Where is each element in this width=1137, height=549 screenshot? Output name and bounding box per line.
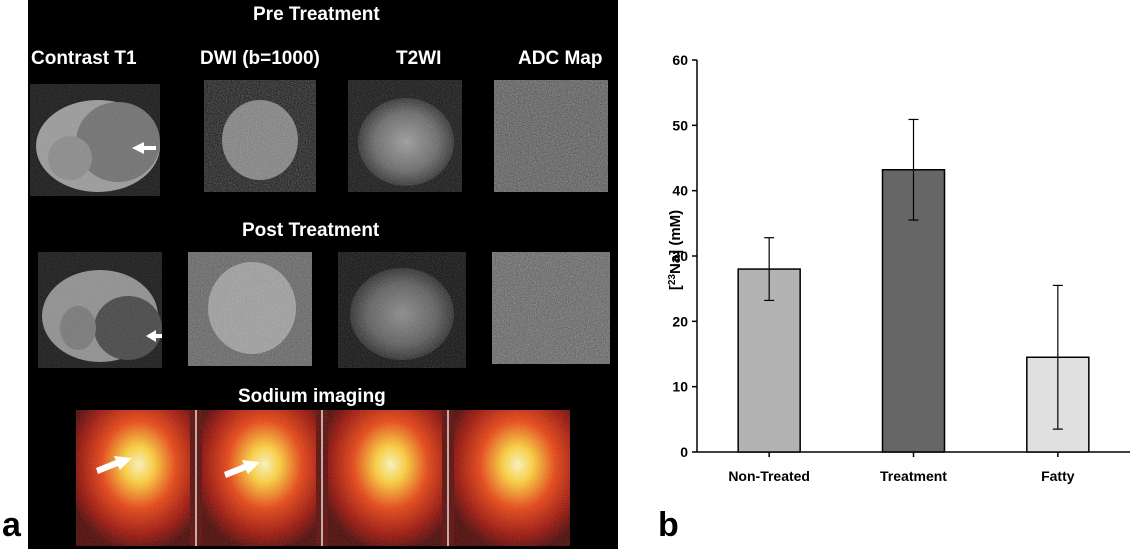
pre-contrast-t1-image bbox=[30, 84, 160, 196]
x-tick-label: Fatty bbox=[1041, 468, 1075, 484]
post-dwi-image bbox=[188, 252, 312, 366]
arrow-icon bbox=[224, 460, 260, 478]
y-tick-label: 50 bbox=[672, 117, 688, 133]
post-treatment-title: Post Treatment bbox=[242, 220, 380, 241]
arrow-icon bbox=[146, 330, 162, 342]
y-axis-label: [23Na] (mM) bbox=[667, 210, 685, 290]
arrow-icon bbox=[132, 142, 156, 154]
column-label-adc-map: ADC Map bbox=[518, 48, 603, 69]
sodium-imaging-title: Sodium imaging bbox=[238, 386, 386, 407]
chart-bars bbox=[737, 169, 1090, 453]
panel-a-mri-figure: Pre Treatment Contrast T1 DWI (b=1000) T… bbox=[28, 0, 618, 549]
panel-letter-a: a bbox=[2, 506, 21, 544]
pre-t2wi-image bbox=[348, 80, 462, 192]
y-tick-label: 0 bbox=[680, 444, 688, 460]
x-tick-label: Treatment bbox=[880, 468, 947, 484]
pre-dwi-image bbox=[204, 80, 316, 192]
pre-adc-map-image bbox=[494, 80, 608, 192]
arrow-icon bbox=[96, 456, 132, 474]
post-adc-map-image bbox=[492, 252, 610, 364]
chart-ticks: 0 10 20 30 40 50 60 Non-Treated Treatment Fatty bbox=[672, 52, 1074, 484]
panel-letter-b: b bbox=[658, 506, 679, 544]
y-tick-label: 40 bbox=[672, 183, 688, 199]
y-tick-label: 20 bbox=[672, 313, 688, 329]
post-t2wi-image bbox=[338, 252, 466, 368]
y-tick-label: 30 bbox=[672, 248, 688, 264]
column-label-dwi: DWI (b=1000) bbox=[200, 48, 320, 69]
pre-treatment-title: Pre Treatment bbox=[253, 4, 380, 25]
sodium-imaging-strip bbox=[76, 410, 570, 546]
column-label-t2wi: T2WI bbox=[396, 48, 442, 69]
post-contrast-t1-image bbox=[38, 252, 162, 368]
sodium-concentration-bar-chart: 0 10 20 30 40 50 60 Non-Treated Treatment Fatty [… bbox=[667, 52, 1130, 484]
column-label-contrast-t1: Contrast T1 bbox=[31, 48, 137, 69]
x-tick-label: Non-Treated bbox=[728, 468, 810, 484]
y-tick-label: 60 bbox=[672, 52, 688, 68]
chart-error-bars bbox=[764, 118, 1063, 430]
y-tick-label: 10 bbox=[672, 379, 688, 395]
